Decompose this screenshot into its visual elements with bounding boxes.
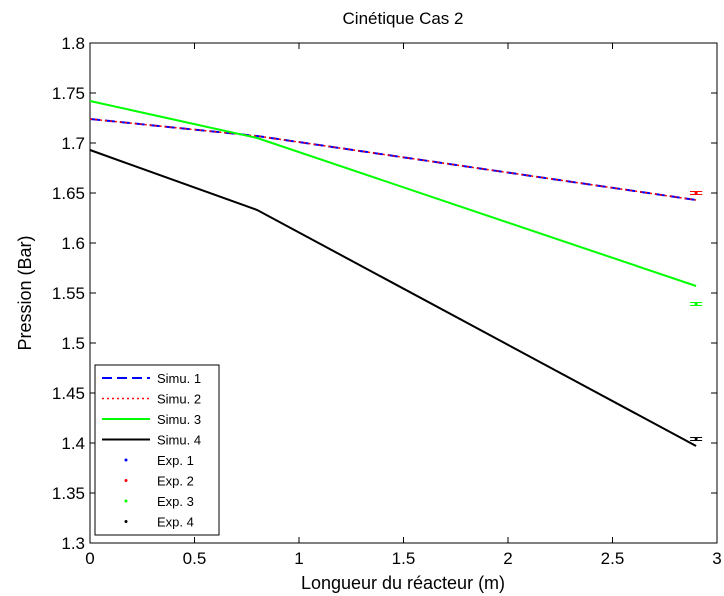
chart-title: Cinétique Cas 2 [343, 9, 464, 28]
legend-entry-7: Exp. 3 [124, 494, 194, 509]
y-tick-label: 1.55 [52, 284, 85, 303]
x-tick-label: 1 [294, 549, 303, 568]
svg-text:Simu. 3: Simu. 3 [157, 412, 201, 427]
y-tick-label: 1.35 [52, 484, 85, 503]
svg-text:Exp. 4: Exp. 4 [157, 515, 194, 530]
legend-box [94, 364, 220, 536]
legend-entry-5: Exp. 1 [124, 453, 194, 468]
series-line-1 [89, 118, 697, 201]
svg-text:Simu. 1: Simu. 1 [157, 371, 201, 386]
x-axis-title: Longueur du réacteur (m) [301, 573, 505, 593]
legend-entry-3: Simu. 3 [102, 412, 201, 427]
x-tick-label: 2 [503, 549, 512, 568]
series-line-4 [89, 149, 697, 447]
exp-point-2 [690, 191, 703, 195]
x-tick-label: 0 [85, 549, 94, 568]
x-tick-label: 2.5 [601, 549, 625, 568]
exp-point-3 [690, 302, 703, 306]
y-tick-label: 1.7 [61, 134, 85, 153]
svg-text:Simu. 2: Simu. 2 [157, 392, 201, 407]
y-tick-label: 1.65 [52, 184, 85, 203]
y-tick-label: 1.3 [61, 534, 85, 553]
legend-entry-8: Exp. 4 [124, 515, 194, 530]
legend: Simu. 1 Simu. 2 Simu. 3 Simu. 4 Exp. 1 Exp. 2… [94, 364, 220, 536]
plot-area: 0 0.5 1 1.5 2 2.5 3 1.3 1.35 1.4 1.45 1.5 1.55 1.6 1.6… [52, 34, 722, 568]
svg-text:Simu. 4: Simu. 4 [157, 433, 201, 448]
y-tick-label: 1.45 [52, 384, 85, 403]
y-tick-label: 1.5 [61, 334, 85, 353]
legend-entry-6: Exp. 2 [124, 474, 194, 489]
y-tick-label: 1.6 [61, 234, 85, 253]
exp-point-4 [690, 437, 703, 441]
x-tick-label: 3 [712, 549, 721, 568]
svg-text:Exp. 2: Exp. 2 [157, 474, 194, 489]
y-axis-title: Pression (Bar) [15, 235, 35, 350]
y-tick-label: 1.8 [61, 34, 85, 53]
svg-text:Exp. 1: Exp. 1 [157, 453, 194, 468]
series-line-3 [89, 100, 697, 287]
legend-entry-2: Simu. 2 [102, 392, 201, 407]
x-tick-label: 1.5 [392, 549, 416, 568]
y-tick-label: 1.75 [52, 84, 85, 103]
series-line-2 [89, 118, 697, 201]
svg-text:Exp. 3: Exp. 3 [157, 494, 194, 509]
legend-entry-1: Simu. 1 [102, 371, 201, 386]
y-tick-label: 1.4 [61, 434, 85, 453]
x-tick-label: 0.5 [183, 549, 207, 568]
legend-entry-4: Simu. 4 [102, 433, 201, 448]
